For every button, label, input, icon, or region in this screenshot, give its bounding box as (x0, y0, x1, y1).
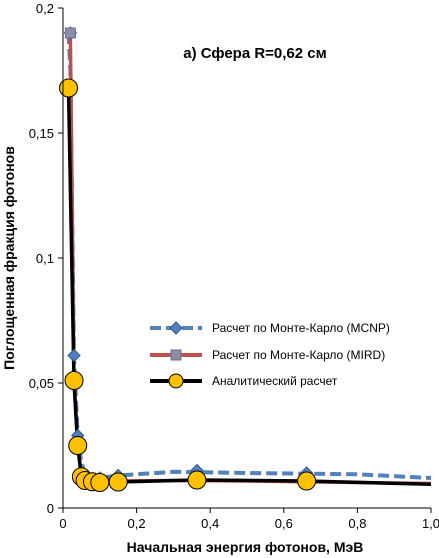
y-tick-label: 0,1 (36, 251, 54, 266)
y-axis-title: Поглощенная фракция фотонов (1, 146, 17, 370)
series-line-mcnp (66, 32, 432, 480)
data-point-analytic (108, 472, 128, 492)
chart-title: а) Сфера R=0,62 см (183, 45, 326, 62)
legend-label-mird: Расчет по Монте-Карло (MIRD) (212, 348, 385, 362)
data-point-analytic (297, 471, 317, 491)
data-point-analytic (64, 371, 84, 390)
legend-marker-mird (170, 349, 182, 361)
y-tick-label: 0,05 (29, 376, 54, 391)
legend-marker-mcnp (169, 321, 183, 335)
legend-label-mcnp: Расчет по Монте-Карло (MCNP) (212, 321, 390, 335)
series-line-mird (66, 32, 432, 486)
series-line-analytic (66, 87, 432, 487)
legend: Расчет по Монте-Карло (MCNP) Расчет по М… (150, 321, 390, 389)
x-tick-label: 0,4 (201, 516, 219, 531)
y-tick-label: 0,2 (36, 1, 54, 16)
data-point-analytic (59, 78, 79, 98)
data-point-analytic (187, 470, 207, 490)
series-layer (59, 26, 432, 492)
x-tick-label: 0 (59, 516, 66, 531)
data-point-analytic (68, 436, 88, 455)
legend-item-mird: Расчет по Монте-Карло (MIRD) (150, 348, 385, 362)
y-tick-label: 0,15 (29, 126, 54, 141)
data-point-mird (64, 27, 76, 39)
data-point-analytic (90, 473, 110, 492)
x-tick-label: 0,8 (348, 516, 366, 531)
x-tick-label: 0,6 (275, 516, 293, 531)
ticks-layer: 0 0,2 0,4 0,6 0,8 1,0 0 0,05 0,1 0,15 0,2 (29, 1, 439, 531)
data-point-mcnp (67, 348, 81, 363)
legend-item-mcnp: Расчет по Монте-Карло (MCNP) (150, 321, 390, 335)
x-tick-label: 0,2 (128, 516, 146, 531)
x-axis-title: Начальная энергия фотонов, МэВ (127, 539, 364, 555)
legend-item-analytic: Аналитический расчет (150, 373, 338, 389)
x-tick-label: 1,0 (422, 516, 439, 531)
legend-label-analytic: Аналитический расчет (212, 374, 338, 388)
legend-marker-analytic (168, 373, 184, 389)
y-tick-label: 0 (47, 501, 54, 516)
